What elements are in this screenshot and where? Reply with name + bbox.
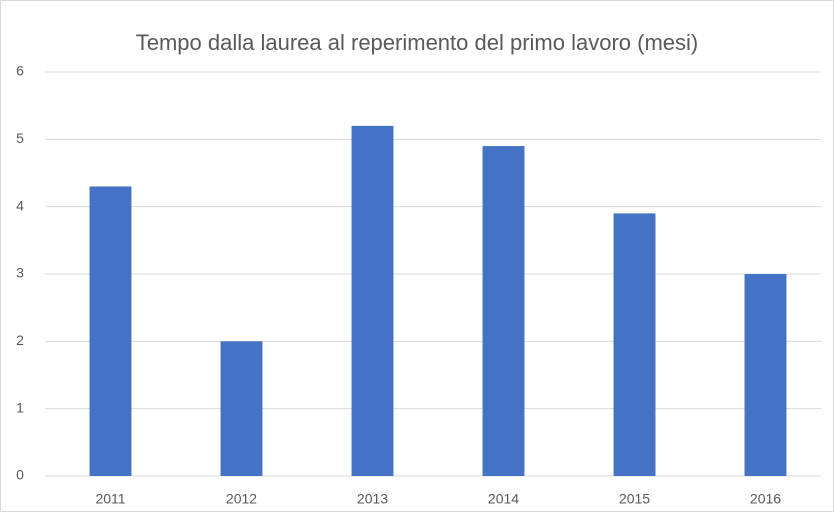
x-tick-label: 2014 [488,491,519,507]
x-tick-label: 2016 [750,491,781,507]
bar [220,341,263,476]
bar [351,125,394,476]
bar [613,213,656,476]
x-tick-label: 2015 [619,491,650,507]
x-tick-label: 2012 [226,491,257,507]
x-tick-label: 2013 [357,491,388,507]
y-tick-label: 4 [16,197,24,213]
x-tick-label: 2011 [95,491,125,507]
y-tick-label: 3 [16,265,24,281]
bar [744,274,787,476]
y-tick-label: 1 [16,399,24,415]
bar [89,186,132,476]
chart-title: Tempo dalla laurea al reperimento del pr… [136,30,698,55]
y-tick-label: 6 [16,63,24,79]
y-tick-label: 5 [16,130,24,146]
y-tick-label: 2 [16,332,24,348]
bar [482,146,525,477]
y-tick-label: 0 [16,467,24,483]
